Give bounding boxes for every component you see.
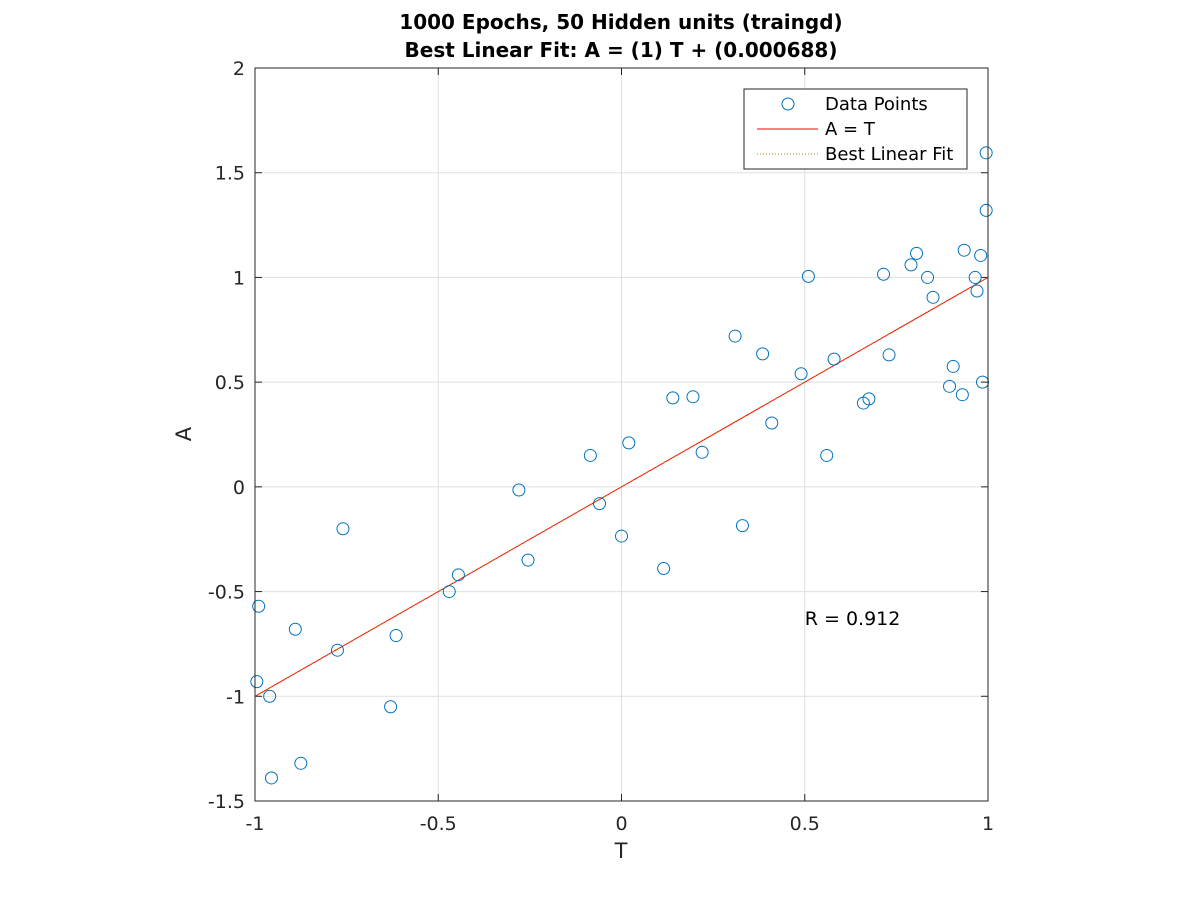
- x-tick-label: 0.5: [790, 813, 820, 835]
- data-point: [820, 448, 834, 462]
- data-point: [294, 756, 308, 770]
- y-tick-label: 0.5: [215, 372, 245, 394]
- identity-line: [255, 276, 988, 697]
- data-point: [330, 643, 344, 657]
- data-point: [615, 529, 628, 543]
- correlation-annotation: R = 0.912: [805, 608, 901, 630]
- grid: [255, 68, 988, 801]
- data-point: [695, 445, 709, 459]
- x-tick-label: -1: [246, 813, 265, 835]
- data-point: [593, 497, 607, 511]
- y-tick-label: -1: [226, 686, 245, 708]
- data-point: [765, 416, 779, 430]
- x-tick-label: 0: [615, 813, 627, 835]
- data-point: [451, 568, 465, 582]
- data-point: [288, 622, 302, 636]
- x-tick-labels: -1 -0.5 0 0.5 1: [246, 813, 995, 835]
- y-tick-label: 1: [233, 267, 245, 289]
- data-point: [910, 246, 924, 260]
- y-axis-label: A: [172, 426, 196, 441]
- data-point: [955, 388, 969, 402]
- plot-frame: [254, 67, 989, 802]
- data-point: [979, 203, 993, 217]
- data-point: [957, 243, 971, 257]
- data-point: [384, 700, 398, 714]
- data-point: [904, 258, 918, 272]
- chart-title-line-1: 1000 Epochs, 50 Hidden units (traingd): [399, 10, 842, 34]
- y-tick-label: -1.5: [208, 791, 245, 813]
- data-point: [970, 284, 984, 298]
- data-point: [979, 146, 993, 160]
- data-point: [250, 675, 264, 689]
- y-tick-label: -0.5: [208, 582, 245, 604]
- data-point: [263, 689, 277, 703]
- data-point: [926, 290, 940, 304]
- legend-data-points-marker: [781, 97, 795, 111]
- legend-identity-line-label: A = T: [825, 119, 876, 140]
- data-point: [264, 771, 278, 785]
- data-point: [252, 599, 266, 613]
- data-point: [946, 359, 960, 373]
- data-point: [921, 270, 935, 284]
- legend-data-points-label: Data Points: [825, 94, 928, 115]
- data-point: [521, 553, 535, 567]
- data-point: [666, 391, 680, 405]
- data-point: [976, 375, 990, 389]
- y-tick-label: 1.5: [215, 163, 245, 185]
- chart-title-line-2: Best Linear Fit: A = (1) T + (0.000688): [405, 38, 838, 62]
- data-point: [968, 270, 982, 284]
- data-point: [442, 585, 456, 599]
- data-point: [974, 248, 988, 262]
- data-points: [250, 146, 993, 785]
- data-point: [827, 352, 841, 366]
- fit-lines: [255, 276, 988, 697]
- data-point: [657, 562, 671, 576]
- data-point: [943, 379, 957, 393]
- legend: Data Points A = T Best Linear Fit: [743, 88, 968, 170]
- data-point: [583, 448, 597, 462]
- data-point: [756, 347, 770, 361]
- data-point: [512, 483, 526, 497]
- x-tick-label: 1: [982, 813, 994, 835]
- data-point: [862, 392, 876, 406]
- y-tick-labels: -1.5 -1 -0.5 0 0.5 1 1.5 2: [208, 58, 245, 813]
- data-point: [336, 522, 350, 536]
- data-point: [622, 436, 636, 450]
- x-axis-label: T: [614, 839, 628, 863]
- data-point: [389, 629, 403, 643]
- data-point: [794, 367, 808, 381]
- data-point: [801, 269, 815, 283]
- data-point: [877, 267, 891, 281]
- legend-best-fit-label: Best Linear Fit: [825, 144, 953, 165]
- data-point: [735, 519, 749, 533]
- data-point: [882, 348, 896, 362]
- x-tick-label: -0.5: [420, 813, 457, 835]
- y-tick-label: 2: [233, 58, 245, 80]
- y-tick-label: 0: [233, 477, 245, 499]
- data-point: [728, 329, 742, 343]
- data-point: [686, 390, 700, 404]
